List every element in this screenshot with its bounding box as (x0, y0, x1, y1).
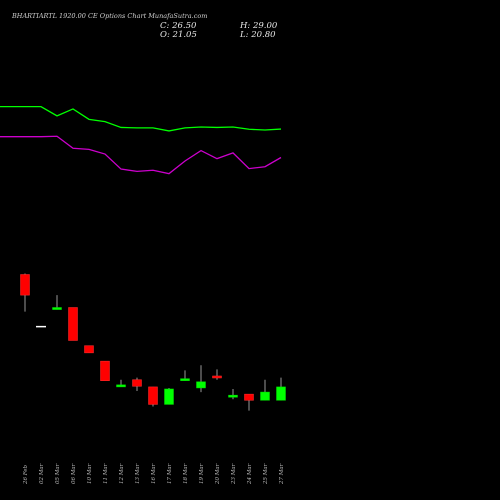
candle-body (196, 381, 206, 389)
candle-body (36, 325, 46, 328)
x-tick-label: 19 Mar (199, 463, 205, 484)
candle-body (260, 391, 270, 401)
x-tick-label: 24 Mar (247, 463, 253, 485)
x-tick-label: 05 Mar (55, 463, 61, 484)
x-tick-label: 27 Mar (279, 463, 285, 485)
indicator-line-2 (0, 135, 282, 175)
x-tick-label: 17 Mar (167, 463, 173, 484)
low-value: L: 20.80 (240, 30, 276, 40)
close-value: C: 26.50 (160, 21, 197, 31)
x-tick-label: 11 Mar (103, 463, 109, 484)
candle-body (68, 307, 78, 341)
candle-body (180, 378, 190, 381)
chart-title: BHARTIARTL 1920.00 CE Options Chart Muna… (12, 12, 208, 20)
x-tick-label: 10 Mar (87, 463, 93, 484)
candle-body (276, 386, 286, 401)
candle-body (212, 375, 222, 379)
x-tick-label: 16 Mar (151, 463, 157, 484)
open-value: O: 21.05 (160, 30, 197, 40)
candle-body (148, 386, 158, 405)
candle-body (20, 274, 30, 296)
x-tick-label: 20 Mar (215, 463, 221, 485)
candle-body (100, 360, 110, 381)
x-tick-label: 06 Mar (71, 463, 77, 484)
candle-body (132, 379, 142, 387)
x-tick-label: 25 Mar (263, 463, 269, 485)
candle-body (164, 388, 174, 405)
x-tick-label: 12 Mar (119, 463, 125, 484)
candle-body (116, 384, 126, 388)
indicator-line-1 (0, 105, 282, 132)
x-tick-label: 18 Mar (183, 463, 189, 484)
candle-body (52, 307, 62, 310)
x-tick-label: 23 Mar (231, 463, 237, 485)
candle-body (228, 394, 238, 398)
candle-body (244, 393, 254, 401)
x-tick-label: 13 Mar (135, 463, 141, 484)
x-tick-label: 02 Mar (39, 463, 45, 484)
high-value: H: 29.00 (240, 21, 278, 31)
x-tick-label: 26 Feb (23, 464, 29, 485)
candle-body (84, 345, 94, 354)
